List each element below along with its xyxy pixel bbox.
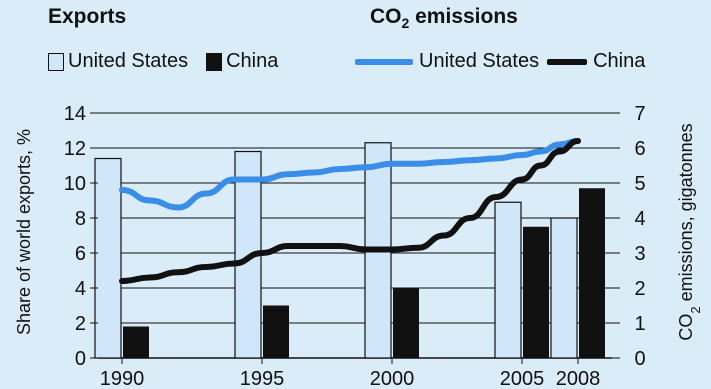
- left-tick-label: 8: [75, 208, 86, 230]
- left-axis-title: Share of world exports, %: [14, 129, 34, 335]
- right-axis-title-sub: 2: [688, 306, 703, 313]
- bar-china-2000: [393, 288, 419, 358]
- bar-us-2008: [550, 217, 578, 359]
- right-axis-title: CO2 emissions, gigatonnes: [676, 123, 703, 340]
- exports-legend-row: United States China: [48, 50, 278, 73]
- right-axis-title-rest: emissions, gigatonnes: [676, 123, 696, 306]
- line-us-co2: [119, 138, 581, 211]
- bar-china-1990: [123, 326, 149, 358]
- right-tick-label: 5: [634, 173, 645, 195]
- right-axis-title-main: CO: [676, 314, 696, 341]
- co2-us-label: United States: [419, 50, 540, 72]
- co2-china-label: China: [593, 50, 646, 72]
- bar-china-2008: [579, 188, 605, 358]
- co2-legend-row: United States China: [355, 50, 645, 73]
- bar-china-2005: [523, 226, 549, 358]
- right-tick-label: 6: [634, 138, 645, 160]
- lines-layer: [119, 138, 581, 284]
- co2-title-main: CO: [370, 5, 402, 28]
- co2-title-rest: emissions: [409, 5, 518, 28]
- bar-china-1995: [263, 305, 289, 358]
- left-tick-label: 2: [75, 313, 86, 335]
- us-line-swatch: [355, 58, 413, 65]
- china-bar-swatch: [206, 52, 223, 71]
- x-tick-label: 1995: [240, 368, 285, 389]
- exports-legend-title: Exports: [48, 5, 127, 28]
- right-tick-label: 0: [634, 348, 645, 370]
- chart-legend: Exports CO2 emissions United States Chin…: [0, 0, 711, 95]
- line-china-co2: [119, 138, 581, 284]
- left-tick-label: 10: [64, 173, 86, 195]
- left-tick-label: 14: [64, 103, 86, 125]
- x-tick-label: 2005: [500, 368, 545, 389]
- bar-us-1990: [94, 157, 122, 359]
- right-tick-label: 1: [634, 313, 645, 335]
- bar-us-2005: [494, 201, 522, 359]
- left-tick-label: 6: [75, 243, 86, 265]
- right-tick-label: 4: [634, 208, 645, 230]
- right-tick-label: 2: [634, 278, 645, 300]
- bars-layer: [94, 142, 605, 359]
- exports-us-label: United States: [68, 50, 189, 72]
- x-tick-label: 2000: [370, 368, 415, 389]
- left-tick-label: 12: [64, 138, 86, 160]
- x-tick-label: 2008: [556, 368, 601, 389]
- left-tick-label: 0: [75, 348, 86, 370]
- left-tick-label: 4: [75, 278, 86, 300]
- right-tick-label: 7: [634, 103, 645, 125]
- x-tick-label: 1990: [100, 368, 145, 389]
- co2-title-sub: 2: [401, 15, 410, 32]
- exports-china-label: China: [226, 50, 279, 72]
- right-tick-label: 3: [634, 243, 645, 265]
- us-bar-swatch: [48, 52, 64, 71]
- china-line-swatch: [547, 58, 588, 65]
- co2-legend-title: CO2 emissions: [370, 5, 518, 31]
